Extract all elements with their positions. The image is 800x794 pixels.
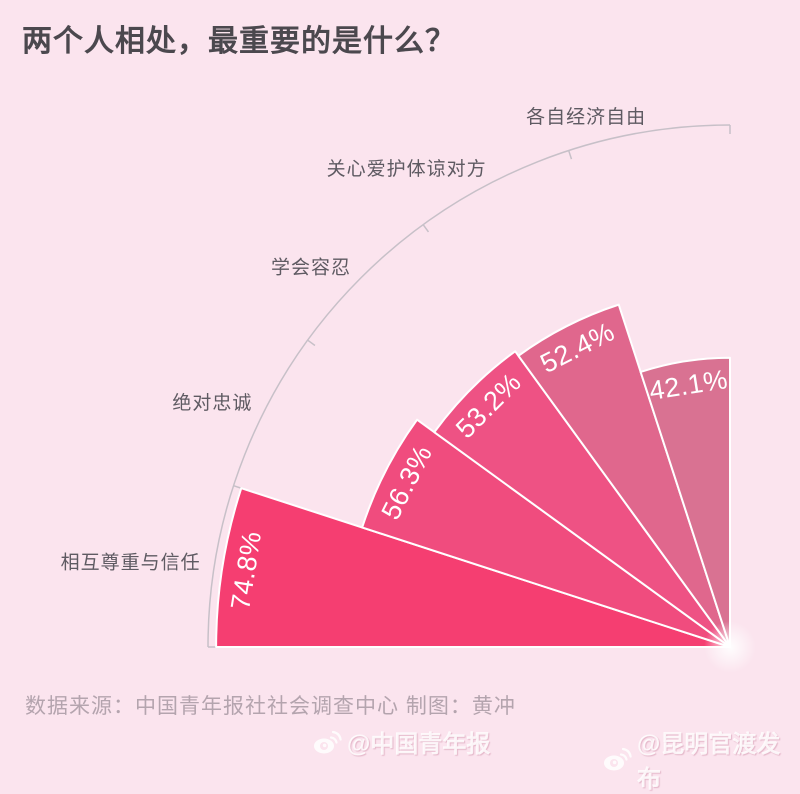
axis-tick [567,150,573,160]
infographic-page: 两个人相处，最重要的是什么？ 74.8% 56.3% 53.2% 52.4% 42.1%… [22,25,780,793]
axis-arc [207,124,731,648]
watermark-left: @中国青年报 [312,724,490,759]
watermark-right: @昆明官渡发布 [602,724,800,794]
category-label: 相互尊重与信任 [61,552,201,574]
watermark-text: @昆明官渡发布 [637,731,781,793]
fan-rose-svg: 74.8%56.3%53.2%52.4%42.1%相互尊重与信任绝对忠诚学会容忍… [61,106,756,673]
weibo-icon [604,747,632,771]
data-source-credit: 数据来源：中国青年报社社会调查中心 制图：黄冲 [25,695,516,718]
fan-wedge-1 [215,487,731,648]
chart-title: 两个人相处，最重要的是什么？ [22,25,456,58]
axis-tick [307,339,316,347]
fan-wedge-5 [639,356,731,648]
category-label: 各自经济自由 [526,106,646,128]
apex-glow [704,621,756,673]
fan-wedge-3 [433,350,731,648]
category-label: 关心爱护体谅对方 [327,158,487,180]
weibo-icon [314,730,342,753]
category-label: 绝对忠诚 [172,392,252,414]
fan-rose-chart: 74.8% 56.3% 53.2% 52.4% 42.1% 相互尊重与信任 绝对忠诚 学会容忍… [61,106,756,673]
fan-wedge-2 [361,418,731,648]
axis-tick [422,224,430,233]
category-label: 学会容忍 [271,256,351,278]
watermark-text: @中国青年报 [347,731,491,758]
fan-wedge-4 [517,303,731,648]
